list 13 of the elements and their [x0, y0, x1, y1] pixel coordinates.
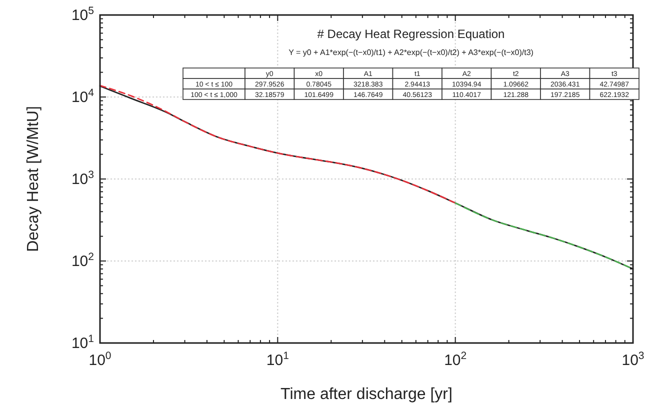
x-tick-label: 10$^{3}$ — [622, 350, 644, 369]
y-tick-label: 10$^{4}$ — [71, 87, 94, 106]
y-axis-title: Decay Heat [W/MtU] — [25, 106, 42, 252]
x-axis-title: Time after discharge [yr] — [280, 386, 452, 403]
annotation: # Decay Heat Regression Equation — [317, 27, 505, 41]
y-tick-label: 10$^{5}$ — [71, 5, 94, 24]
y-tick-label: 10$^{2}$ — [71, 251, 94, 270]
x-tick-label: 10$^{0}$ — [88, 350, 112, 369]
y-tick-label: 10$^{3}$ — [71, 169, 94, 188]
x-tick-label: 10$^{2}$ — [444, 350, 467, 369]
y-tick-label: 10$^{1}$ — [71, 333, 94, 352]
annotation: Y = y0 + A1*exp(−(t−x0)/t1) + A2*exp(−(t−x0)/t2) + A3*exp(−(t−x0)/t3) — [288, 48, 534, 57]
x-tick-label: 10$^{1}$ — [266, 350, 290, 369]
